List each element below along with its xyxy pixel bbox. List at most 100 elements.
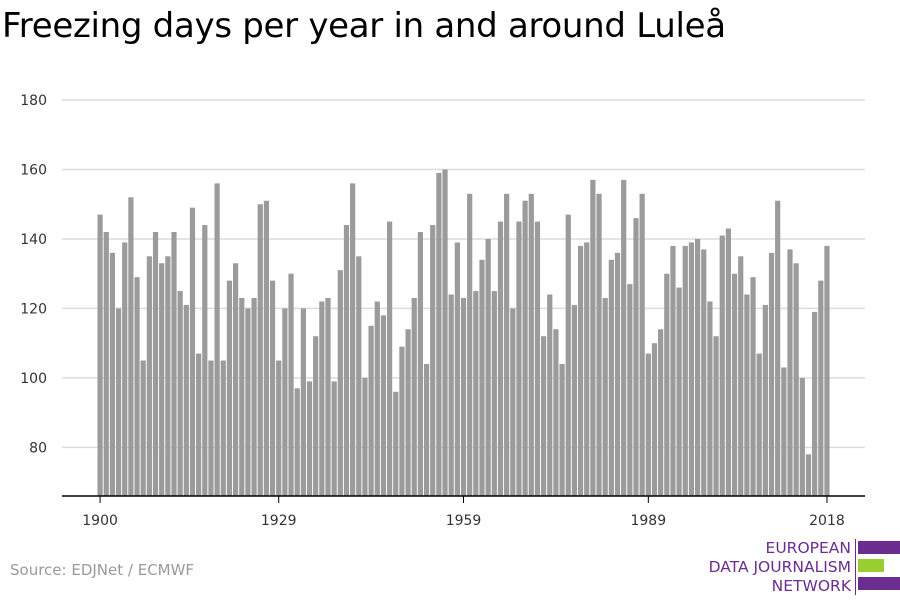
bar-1957 (448, 294, 454, 496)
bar-1960 (467, 193, 473, 496)
bar-1906 (134, 277, 140, 496)
bar-1963 (485, 238, 491, 496)
bar-1966 (504, 193, 510, 496)
y-axis-labels: 80 100 120 140 160 180 (20, 93, 47, 456)
bar-1929 (276, 360, 282, 496)
bar-1955 (436, 172, 442, 496)
bar-1962 (479, 259, 485, 496)
bar-1996 (688, 242, 695, 496)
bar-1946 (380, 315, 387, 496)
bar-1961 (473, 291, 479, 496)
bar-1995 (682, 245, 688, 496)
bar-2004 (738, 256, 744, 496)
bar-1919 (214, 183, 220, 497)
logo-divider (855, 539, 856, 595)
bar-1948 (393, 391, 399, 496)
bars (97, 169, 830, 497)
bar-1983 (608, 259, 614, 496)
bar-1903 (115, 308, 122, 496)
bar-1987 (633, 218, 639, 496)
bar-1977 (571, 304, 577, 496)
bar-1937 (325, 298, 331, 496)
bar-1905 (128, 197, 134, 496)
bar-2007 (756, 353, 762, 496)
x-tick-label-1900: 1900 (82, 513, 118, 529)
bar-1984 (614, 252, 621, 496)
bar-2001 (719, 235, 725, 496)
bar-1917 (202, 225, 208, 497)
bar-1901 (103, 232, 109, 496)
bar-2012 (787, 249, 793, 496)
bar-1904 (122, 242, 128, 496)
bar-1926 (257, 204, 263, 497)
x-tick-label-2018: 2018 (809, 513, 845, 529)
bar-1994 (676, 287, 682, 496)
bar-1902 (109, 252, 115, 496)
bar-1991 (658, 329, 664, 496)
bar-1907 (140, 360, 146, 496)
bar-1909 (152, 232, 159, 496)
bar-1915 (189, 207, 196, 496)
bar-1998 (701, 249, 707, 496)
bar-1936 (319, 301, 325, 496)
bar-1975 (559, 364, 565, 496)
bar-2002 (725, 228, 731, 497)
bar-1942 (356, 256, 362, 496)
bar-1918 (208, 360, 214, 496)
bar-1992 (664, 273, 670, 496)
bar-1944 (368, 325, 374, 496)
bar-1933 (300, 308, 306, 496)
bar-1913 (177, 291, 183, 496)
x-tick-label-1989: 1989 (630, 513, 666, 529)
x-tick-label-1959: 1959 (446, 513, 482, 529)
bar-1965 (497, 221, 504, 496)
logo-line-3: NETWORK (771, 577, 851, 595)
bar-1939 (337, 270, 343, 496)
edjnet-logo: EUROPEAN DATA JOURNALISM NETWORK (700, 537, 900, 597)
bar-1931 (288, 273, 294, 496)
bar-1940 (343, 225, 350, 497)
bar-2008 (762, 304, 768, 496)
y-tick-label-100: 100 (20, 371, 47, 387)
logo-line-1: EUROPEAN (765, 539, 851, 557)
bar-1968 (516, 221, 522, 496)
bar-1974 (553, 329, 559, 496)
bar-1982 (602, 298, 608, 496)
bar-2017 (818, 280, 824, 496)
y-tick-label-80: 80 (29, 440, 47, 456)
bar-1949 (399, 346, 405, 496)
y-tick-label-140: 140 (20, 232, 47, 248)
bar-1953 (423, 364, 430, 496)
bar-1959 (460, 298, 467, 496)
bar-2015 (805, 454, 812, 496)
bar-1976 (565, 214, 571, 496)
logo-bar-middle (858, 559, 884, 572)
bar-1989 (645, 353, 651, 496)
bar-2016 (812, 311, 818, 496)
bar-1951 (411, 298, 417, 496)
bar-1997 (695, 238, 701, 496)
bar-1973 (547, 294, 553, 496)
bar-2005 (744, 294, 750, 496)
bar-1920 (220, 360, 226, 496)
bar-1943 (362, 377, 368, 496)
bar-1969 (522, 200, 528, 496)
bar-1930 (282, 308, 288, 496)
bar-1993 (670, 245, 676, 496)
bar-1932 (294, 388, 300, 496)
bar-1925 (251, 298, 257, 496)
logo-bar-bottom (858, 577, 900, 590)
bar-1908 (146, 256, 152, 496)
bar-1950 (405, 329, 411, 496)
bar-1964 (491, 291, 497, 496)
bar-1956 (442, 169, 448, 496)
bar-1910 (159, 263, 165, 496)
bar-1922 (233, 263, 239, 496)
bar-2014 (799, 377, 805, 496)
bar-1912 (171, 232, 177, 496)
bar-1914 (183, 304, 189, 496)
bar-2010 (775, 200, 781, 496)
bar-1952 (417, 232, 423, 496)
bar-1921 (226, 280, 233, 496)
bar-2006 (750, 277, 756, 496)
